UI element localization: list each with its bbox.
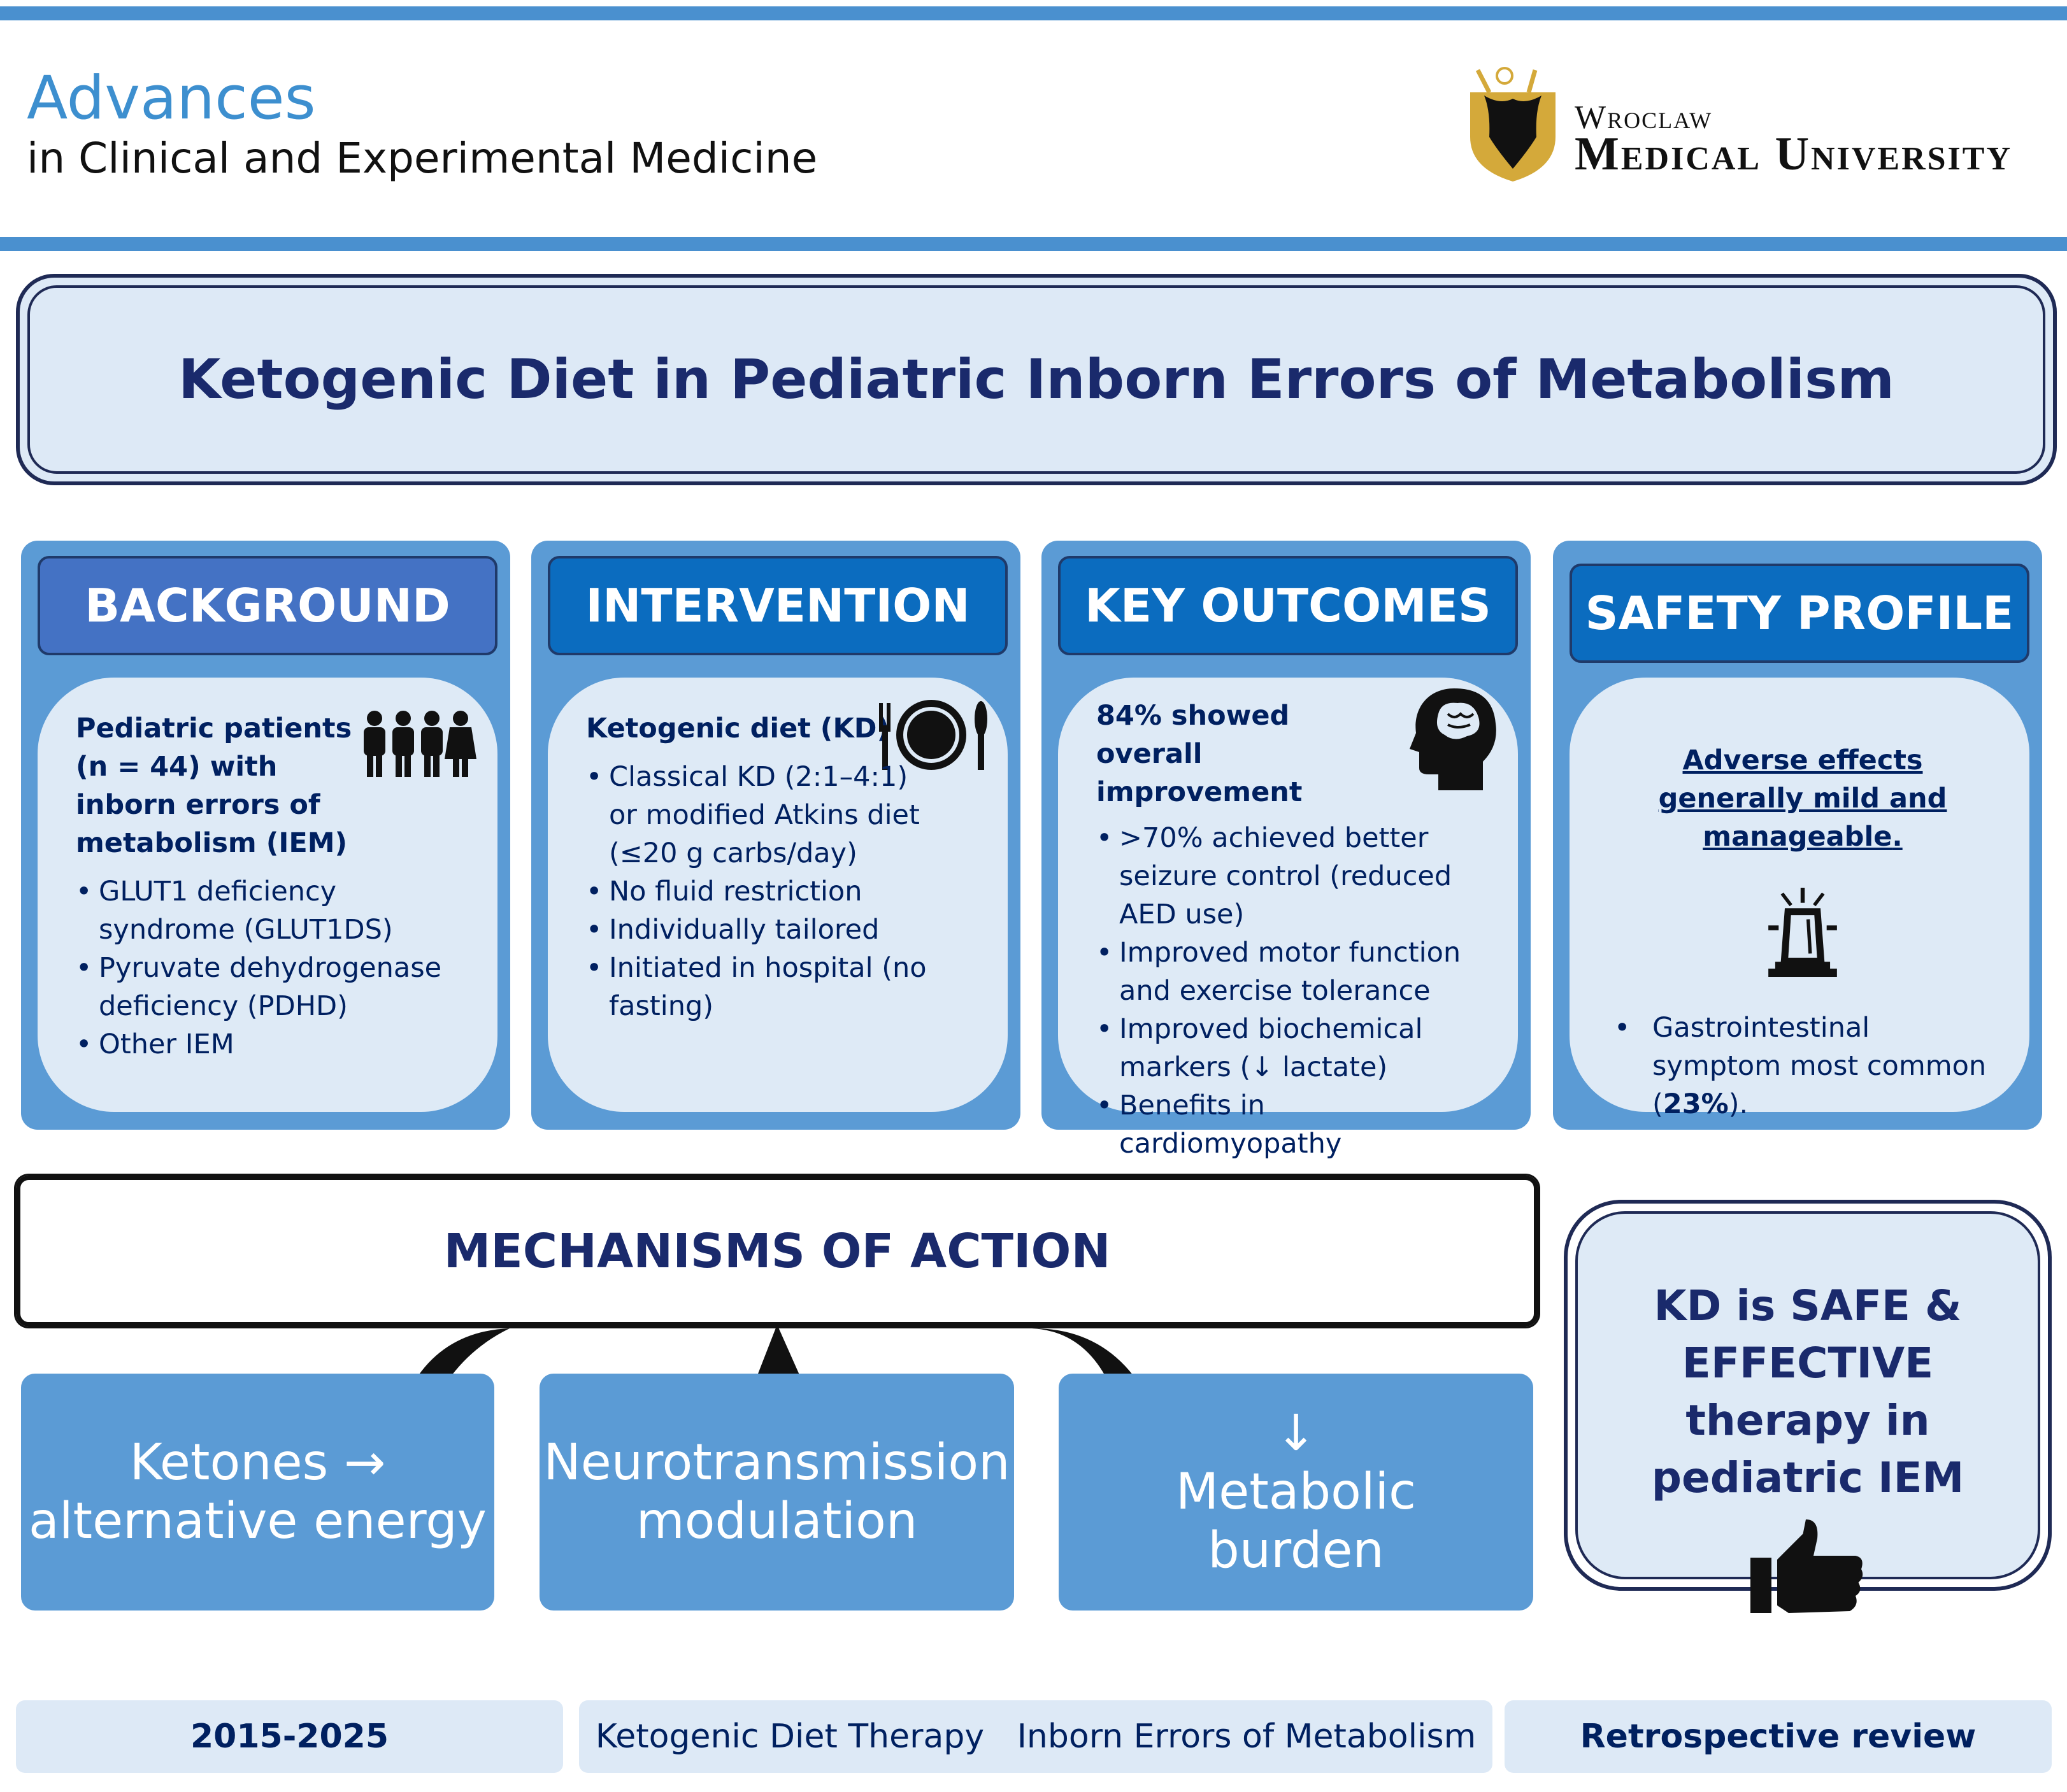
key-outcomes-panel: KEY OUTCOMES 84% showed overall improvem… (1041, 541, 1531, 1160)
list-item: • Gastrointestinal symptom most common (2… (1614, 1012, 1987, 1120)
header-rule (0, 237, 2067, 251)
list-item: Other IEM (76, 1025, 459, 1063)
footer-keywords: Ketogenic Diet Therapy Inborn Errors of M… (579, 1700, 1492, 1773)
footer-study-design: Retrospective review (1505, 1700, 2052, 1773)
safety-profile-panel: SAFETY PROFILE Adverse effects generally… (1553, 541, 2042, 1130)
university-crest-icon (1470, 67, 1556, 181)
panel-header: INTERVENTION (548, 556, 1008, 655)
list-item: Initiated in hospital (no fasting) (586, 949, 943, 1025)
panel-lead: Ketogenic diet (KD) (586, 713, 890, 744)
panel-card: Pediatric patients (n = 44) with inborn … (38, 678, 497, 1112)
footer-years: 2015-2025 (16, 1700, 563, 1773)
panel-header: BACKGROUND (38, 556, 497, 655)
list-item: Benefits in cardiomyopathy (1096, 1086, 1492, 1163)
title-box: Ketogenic Diet in Pediatric Inborn Error… (16, 274, 2057, 485)
conclusion-box: KD is SAFE & EFFECTIVE therapy in pediat… (1564, 1200, 2052, 1613)
mechanism-neurotransmission: Neurotransmission modulation (540, 1374, 1014, 1611)
page-title: Ketogenic Diet in Pediatric Inborn Error… (27, 285, 2045, 474)
panel-card: 84% showed overall improvement >70% achi… (1058, 678, 1518, 1160)
panel-header: SAFETY PROFILE (1570, 564, 2029, 663)
panel-card: Adverse effects generally mild and manag… (1570, 678, 2029, 1120)
mechanisms-title: MECHANISMS OF ACTION (16, 1176, 1538, 1326)
plate-cutlery-icon (879, 700, 987, 770)
conclusion-text: KD is SAFE & EFFECTIVE therapy in pediat… (1651, 1281, 1964, 1502)
panel-header: KEY OUTCOMES (1058, 556, 1518, 655)
panel-lead: 84% showed overall improvement (1096, 700, 1303, 808)
panel-card: Ketogenic diet (KD) Classical KD (2:1–4:… (548, 678, 1008, 1112)
university-line1: Wroclaw (1575, 99, 1713, 136)
background-panel: BACKGROUND Pediatric patients (n = 44) w… (21, 541, 510, 1130)
mechanism-ketones: Ketones → alternative energy (21, 1374, 494, 1611)
keyword: Ketogenic Diet Therapy (595, 1717, 985, 1756)
people-icon (364, 711, 476, 777)
top-rule (0, 6, 2067, 20)
list-item: Individually tailored (586, 911, 943, 949)
keyword: Inborn Errors of Metabolism (1017, 1717, 1477, 1756)
list-item: Pyruvate dehydrogenase deficiency (PDHD) (76, 949, 459, 1025)
list-item: GLUT1 deficiency syndrome (GLUT1DS) (76, 872, 459, 949)
list-item: Classical KD (2:1–4:1) or modified Atkin… (586, 758, 943, 872)
mechanism-metabolic-burden: ↓ Metabolic burden (1059, 1374, 1533, 1611)
journal-subtitle: in Clinical and Experimental Medicine (27, 134, 818, 183)
list-item: Improved motor function and exercise tol… (1096, 934, 1492, 1010)
thumbs-up-icon (1750, 1519, 1863, 1613)
panel-lead: Pediatric patients (n = 44) with inborn … (76, 713, 352, 859)
journal-name: Advances (27, 64, 316, 133)
panel-lead: Adverse effects generally mild and manag… (1658, 744, 1947, 853)
list-item: >70% achieved better seizure control (re… (1096, 819, 1492, 934)
list-item: Improved biochemical markers (↓ lactate) (1096, 1010, 1492, 1086)
intervention-panel: INTERVENTION Ketogenic diet (KD) Classic… (531, 541, 1020, 1130)
siren-icon (1768, 888, 1837, 977)
list-item: No fluid restriction (586, 872, 943, 911)
brain-head-icon (1410, 688, 1496, 790)
university-line2: Medical University (1575, 128, 2013, 180)
